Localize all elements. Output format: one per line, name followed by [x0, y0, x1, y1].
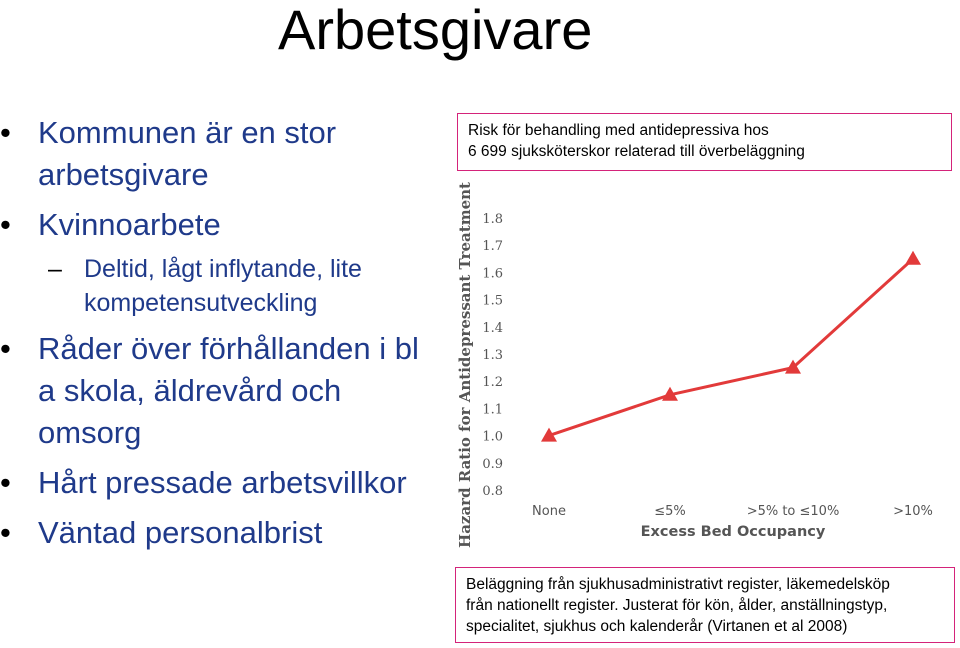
caption-bottom-line: Beläggning från sjukhusadministrativt re…: [466, 576, 890, 593]
series-line: [548, 257, 915, 438]
y-axis-title: Hazard Ratio for Antidepressant Treatmen…: [456, 182, 474, 548]
data-point-marker: [785, 359, 801, 374]
x-tick-label: ≤5%: [654, 504, 686, 519]
chart-caption-bottom: Beläggning från sjukhusadministrativt re…: [455, 567, 955, 643]
y-tick-label: 1.0: [482, 430, 503, 445]
y-tick-label: 1.6: [482, 266, 503, 281]
y-tick-label: 1.3: [482, 348, 503, 363]
bullet-item: Kommunen är en stor arbetsgivare: [0, 112, 440, 196]
hazard-ratio-chart: Hazard Ratio for Antidepressant Treatmen…: [456, 182, 933, 548]
bullet-item: Kvinnoarbete: [0, 204, 440, 246]
caption-bottom-line: specialitet, sjukhus och kalenderår (Vir…: [466, 618, 848, 635]
x-tick-label: None: [532, 504, 566, 519]
y-tick-label: 1.2: [482, 375, 503, 390]
bullet-item: Hårt pressade arbetsvillkor: [0, 462, 440, 504]
sub-bullet-item: Deltid, lågt inflytande, lite kompetensu…: [0, 252, 440, 320]
y-tick-labels: 0.8 0.9 1.0 1.1 1.2 1.3 1.4 1.5 1.6 1.7 1.8: [482, 212, 503, 499]
data-point-marker: [541, 427, 557, 442]
y-tick-label: 1.8: [482, 212, 503, 227]
y-tick-label: 0.9: [482, 457, 503, 472]
chart-caption-top: Risk för behandling med antidepressiva h…: [457, 113, 952, 171]
slide-title-text: Arbetsgivare: [278, 0, 593, 61]
bullet-item: Råder över förhållanden i bl a skola, äl…: [0, 328, 440, 454]
x-tick-label: >5% to ≤10%: [747, 504, 840, 519]
x-tick-label: >10%: [893, 504, 933, 519]
y-tick-label: 0.8: [482, 484, 503, 499]
y-tick-label: 1.1: [482, 402, 503, 417]
caption-top-line: Risk för behandling med antidepressiva h…: [468, 122, 769, 139]
y-tick-label: 1.5: [482, 294, 503, 309]
y-tick-label: 1.7: [482, 239, 503, 254]
caption-top-line: 6 699 sjuksköterskor relaterad till över…: [468, 143, 805, 160]
x-tick-labels: None ≤5% >5% to ≤10% >10%: [532, 504, 933, 519]
x-axis-title: Excess Bed Occupancy: [641, 524, 826, 540]
plot-area: [541, 250, 921, 442]
data-point-marker: [905, 250, 921, 265]
caption-bottom-line: från nationellt register. Justerat för k…: [466, 597, 888, 614]
bullet-list: Kommunen är en stor arbetsgivare Kvinnoa…: [0, 112, 440, 562]
bullet-item: Väntad personalbrist: [0, 512, 440, 554]
data-point-marker: [662, 386, 678, 401]
y-tick-label: 1.4: [482, 321, 503, 336]
